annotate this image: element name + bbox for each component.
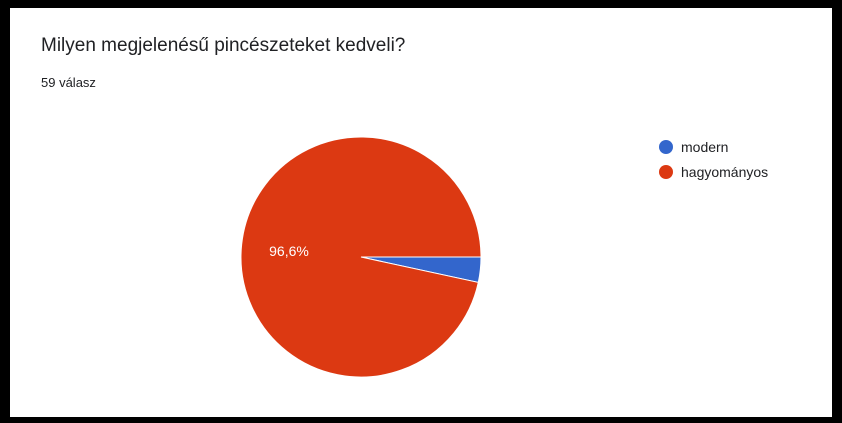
pie-slice-hagyomanyos[interactable]	[240, 136, 482, 378]
chart-title: Milyen megjelenésű pincészeteket kedveli…	[41, 35, 406, 56]
legend-label-hagyomanyos: hagyományos	[681, 164, 769, 180]
legend-swatch-modern	[659, 140, 673, 154]
legend-item-hagyomanyos[interactable]: hagyományos	[659, 161, 768, 183]
pie-label-hagyomanyos: 96,6%	[269, 243, 309, 259]
pie-chart: 96,6%	[240, 136, 482, 378]
legend-label-modern: modern	[681, 139, 729, 155]
pie-data-labels: 96,6%	[269, 243, 309, 259]
pie-slices	[240, 136, 482, 378]
response-count: 59 válasz	[41, 75, 96, 90]
legend-item-modern[interactable]: modern	[659, 136, 768, 158]
chart-legend: modern hagyományos	[659, 136, 768, 186]
legend-swatch-hagyomanyos	[659, 165, 673, 179]
